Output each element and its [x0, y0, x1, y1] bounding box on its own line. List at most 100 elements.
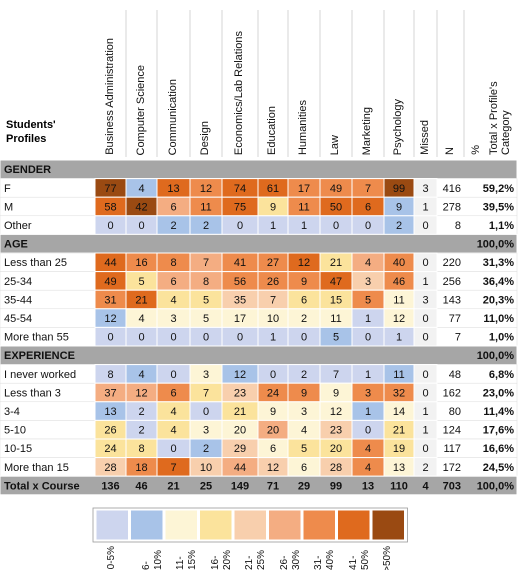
- column-header: N: [443, 147, 456, 155]
- cell-value: 20: [234, 425, 246, 437]
- cell-value: 7: [333, 369, 339, 381]
- share-value: 39,5%: [483, 201, 514, 213]
- cell-value: 0: [365, 425, 371, 437]
- cell-value: 12: [234, 369, 246, 381]
- row-label: 3-4: [4, 406, 20, 418]
- column-header: %: [470, 145, 482, 155]
- column-header: Education: [266, 106, 278, 155]
- n-value: 80: [449, 406, 461, 418]
- cell-value: 12: [330, 406, 342, 418]
- cell-value: 1: [301, 220, 307, 232]
- share-value: 23,0%: [483, 387, 514, 399]
- section-row: [0, 233, 518, 254]
- share-value: 11,0%: [483, 313, 514, 325]
- cell-value: 56: [234, 276, 246, 288]
- cell-value: 2: [203, 443, 209, 455]
- cell-value: 9: [270, 406, 276, 418]
- legend-swatch: [233, 509, 267, 541]
- cell-value: 12: [104, 313, 116, 325]
- cell-value: 11: [298, 201, 309, 213]
- row-label: F: [4, 183, 11, 195]
- cell-value: 1: [396, 332, 402, 344]
- n-value: 256: [443, 276, 461, 288]
- cell-value: 47: [330, 276, 342, 288]
- column-header: Design: [199, 120, 211, 155]
- cell-value: 9: [333, 387, 339, 399]
- cell-value: 5: [138, 276, 144, 288]
- missed-value: 0: [422, 220, 428, 232]
- cell-value: 6: [270, 443, 276, 455]
- cell-value: 6: [301, 462, 307, 474]
- row-label: 5-10: [4, 425, 26, 437]
- cell-value: 8: [107, 369, 113, 381]
- row-label: 45-54: [4, 313, 32, 325]
- cell-value: 7: [203, 387, 209, 399]
- legend-label: 41-50%: [347, 549, 371, 570]
- cell-value: 0: [170, 332, 176, 344]
- share-value: 20,3%: [483, 294, 514, 306]
- missed-value: 0: [422, 387, 428, 399]
- cell-value: 0: [203, 406, 209, 418]
- column-header: Economics/Lab Relations: [233, 30, 245, 155]
- cell-value: 6: [301, 294, 307, 306]
- n-value: 143: [443, 294, 461, 306]
- cell-value: 26: [104, 425, 116, 437]
- cell-value: 1: [270, 220, 276, 232]
- cell-value: 44: [234, 462, 246, 474]
- cell-value: 0: [107, 220, 113, 232]
- column-header: Law: [329, 134, 341, 155]
- cell-value: 99: [393, 183, 405, 195]
- cell-value: 74: [234, 183, 246, 195]
- cell-value: 20: [267, 425, 279, 437]
- n-value: 77: [449, 313, 461, 325]
- missed-value: 0: [422, 313, 428, 325]
- cell-value: 12: [135, 387, 147, 399]
- section-share: 100,0%: [477, 239, 515, 251]
- cell-value: 12: [200, 183, 212, 195]
- cell-value: 2: [203, 220, 209, 232]
- share-value: 6,8%: [489, 369, 514, 381]
- cell-value: 0: [138, 332, 144, 344]
- cell-value: 3: [170, 313, 176, 325]
- cell-value: 3: [365, 276, 371, 288]
- cell-value: 3: [203, 369, 209, 381]
- cell-value: 18: [135, 462, 147, 474]
- cell-value: 0: [107, 332, 113, 344]
- cell-value: 11: [330, 313, 341, 325]
- cell-value: 9: [270, 201, 276, 213]
- cell-value: 17: [234, 313, 246, 325]
- column-header: Communication: [166, 78, 179, 155]
- cell-value: 9: [396, 201, 402, 213]
- cell-value: 13: [167, 183, 179, 195]
- total-value: 149: [231, 480, 249, 492]
- cell-value: 0: [365, 220, 371, 232]
- cell-value: 24: [267, 387, 279, 399]
- cell-value: 31: [104, 294, 116, 306]
- cell-value: 14: [393, 406, 405, 418]
- cell-value: 32: [393, 387, 405, 399]
- missed-value: 3: [422, 183, 428, 195]
- legend-swatch: [371, 509, 405, 541]
- column-header: Total x Profile's Category: [488, 81, 512, 155]
- section-title: GENDER: [4, 164, 51, 176]
- n-value: 117: [443, 443, 461, 455]
- cell-value: 13: [104, 406, 116, 418]
- row-label: Less than 3: [4, 387, 61, 399]
- total-value: 99: [330, 480, 342, 492]
- cell-value: 7: [365, 183, 371, 195]
- total-value: 110: [390, 480, 408, 492]
- column-header: Missed: [418, 120, 431, 155]
- total-value: 25: [200, 480, 212, 492]
- n-value: 7: [455, 332, 461, 344]
- cell-value: 19: [393, 443, 405, 455]
- cell-value: 21: [330, 257, 342, 269]
- row-label: I never worked: [4, 369, 76, 381]
- cell-value: 21: [234, 406, 246, 418]
- cell-value: 4: [138, 183, 144, 195]
- total-value: 46: [135, 480, 147, 492]
- cell-value: 17: [298, 183, 310, 195]
- cell-value: 12: [267, 462, 279, 474]
- cell-value: 0: [237, 332, 243, 344]
